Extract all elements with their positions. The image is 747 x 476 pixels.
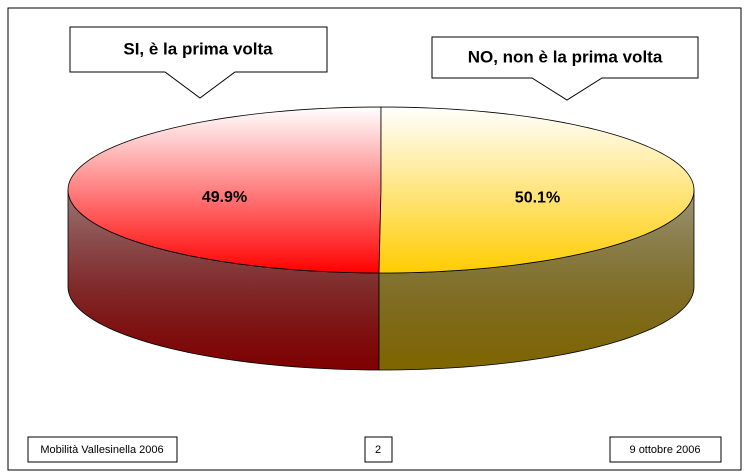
footer-box	[364, 436, 393, 463]
footer-box	[609, 436, 722, 463]
category-label: SI, è la prima volta	[123, 39, 273, 58]
footer-center: 2	[375, 444, 381, 456]
category-label: NO, non è la prima volta	[468, 47, 663, 66]
callout-box	[431, 36, 699, 101]
value-label: 50.1%	[515, 189, 560, 206]
slice	[378, 106, 695, 274]
footer-box	[27, 436, 178, 463]
footer-left: Mobilità Vallesinella 2006	[40, 444, 163, 456]
callout-box	[69, 26, 328, 99]
footer-right: 9 ottobre 2006	[630, 444, 701, 456]
slice	[67, 106, 382, 274]
pie: 49.9% 50.1%	[67, 106, 695, 371]
value-label: 49.9%	[202, 189, 247, 206]
